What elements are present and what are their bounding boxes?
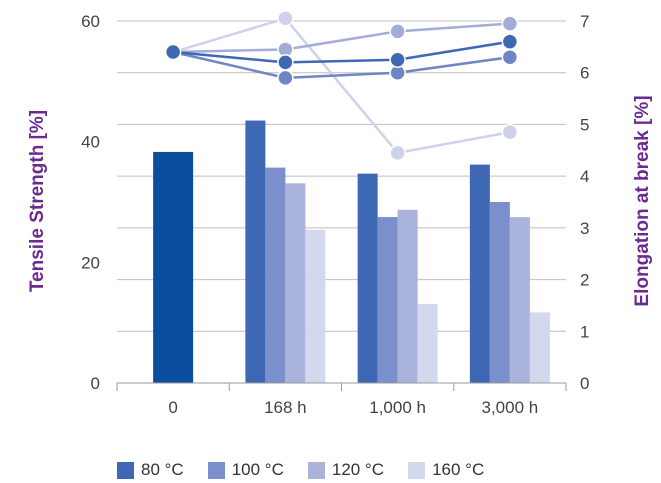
bar	[509, 217, 530, 383]
series-line	[172, 16, 511, 155]
bar	[489, 202, 510, 383]
bar	[305, 229, 326, 383]
left-tick-label: 60	[81, 12, 100, 31]
series-marker	[277, 10, 294, 27]
category-label: 1,000 h	[369, 398, 426, 417]
right-tick-label: 7	[580, 12, 589, 31]
series-line	[173, 40, 511, 64]
right-tick-label: 3	[580, 219, 589, 238]
right-tick-label: 4	[580, 167, 589, 186]
left-axis-title: Tensile Strength [%]	[27, 110, 48, 292]
bar-initial	[153, 151, 194, 383]
left-tick-label: 40	[81, 133, 100, 152]
legend-label: 100 °C	[231, 460, 284, 479]
series-marker	[277, 69, 294, 87]
legend: 80 °C 100 °C 120 °C 160 °C	[117, 460, 484, 480]
right-tick-label: 2	[580, 271, 589, 290]
left-tick-label: 0	[91, 374, 100, 393]
series-marker	[389, 144, 406, 162]
legend-item: 120 °C	[307, 460, 385, 480]
right-tick-label: 1	[580, 322, 589, 341]
series-line	[172, 50, 511, 80]
bar	[397, 209, 418, 383]
legend-item: 100 °C	[207, 460, 284, 480]
bar	[469, 164, 490, 383]
category-label: 3,000 h	[482, 398, 539, 417]
legend-item: 160 °C	[408, 460, 484, 480]
right-tick-label: 6	[580, 64, 589, 83]
legend-swatch	[307, 461, 325, 479]
legend-swatch	[207, 461, 225, 479]
series-marker	[501, 33, 519, 50]
series-marker	[389, 23, 406, 40]
bar	[377, 217, 398, 383]
series-marker	[389, 51, 406, 69]
legend-swatch	[408, 461, 426, 479]
series-marker	[164, 43, 182, 61]
right-tick-label: 0	[580, 374, 589, 393]
bar	[417, 303, 438, 383]
category-label: 168 h	[264, 398, 307, 417]
legend-item: 80 °C	[117, 460, 184, 480]
legend-swatch	[117, 461, 134, 479]
series-marker	[501, 123, 519, 141]
left-tick-label: 20	[81, 253, 100, 272]
category-label: 0	[168, 398, 177, 417]
axes: 0 20 40 60 0 1 2 3 4 5 6 7 0 168 h 1,000 h 3,000 h	[81, 12, 589, 417]
bar	[245, 120, 266, 384]
bars	[153, 120, 550, 384]
series-marker	[501, 48, 519, 66]
legend-label: 160 °C	[432, 460, 485, 479]
bar	[265, 167, 286, 383]
legend-label: 80 °C	[141, 460, 184, 479]
legend-label: 120 °C	[331, 460, 385, 479]
bar	[529, 312, 550, 383]
bar	[357, 173, 378, 383]
series-marker	[501, 15, 519, 32]
right-axis-title: Elongation at break [%]	[632, 95, 653, 306]
lines	[164, 10, 519, 162]
series-marker	[277, 54, 294, 71]
series-line	[173, 22, 510, 54]
right-tick-label: 5	[580, 115, 589, 134]
bar	[285, 183, 306, 383]
